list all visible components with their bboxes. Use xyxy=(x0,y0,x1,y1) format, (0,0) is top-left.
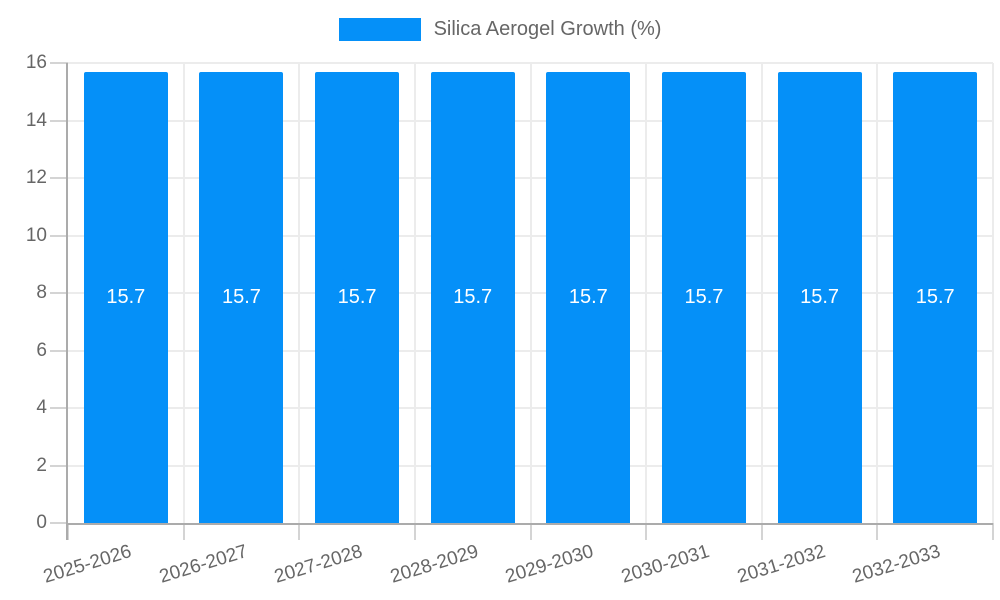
bar[interactable]: 15.7 xyxy=(777,71,862,523)
x-axis-tick xyxy=(760,523,763,540)
y-axis-line xyxy=(66,63,68,540)
bar[interactable]: 15.7 xyxy=(83,71,168,523)
bar[interactable]: 15.7 xyxy=(893,71,978,523)
bar[interactable]: 15.7 xyxy=(546,71,631,523)
bar-value-label: 15.7 xyxy=(800,285,840,308)
gridline-vertical xyxy=(876,63,879,523)
legend-label: Silica Aerogel Growth (%) xyxy=(433,18,662,40)
y-axis-tick xyxy=(50,292,68,294)
bar[interactable]: 15.7 xyxy=(315,71,400,523)
x-axis-tick xyxy=(876,523,879,540)
y-axis-tick xyxy=(50,349,68,352)
gridline-vertical xyxy=(760,63,763,523)
y-axis-tick xyxy=(50,522,68,524)
gridline-vertical xyxy=(992,63,994,523)
x-axis-tick xyxy=(182,523,185,540)
gridline-vertical xyxy=(529,63,532,523)
x-axis-label: 2025-2026 xyxy=(40,541,134,588)
y-axis-label: 16 xyxy=(25,52,47,73)
x-axis-label: 2029-2030 xyxy=(503,541,597,588)
legend-item[interactable]: Silica Aerogel Growth (%) xyxy=(0,18,1000,41)
y-axis-tick xyxy=(50,407,68,409)
x-axis-tick xyxy=(413,523,416,540)
x-axis-line xyxy=(66,523,993,525)
y-axis-tick xyxy=(50,119,68,122)
x-axis-label: 2028-2029 xyxy=(387,541,481,588)
bar[interactable]: 15.7 xyxy=(430,71,515,523)
y-axis-label: 4 xyxy=(36,397,47,418)
y-axis-label: 2 xyxy=(36,454,47,476)
x-axis-label: 2027-2028 xyxy=(272,541,366,588)
x-axis-label: 2026-2027 xyxy=(156,541,250,588)
gridline-vertical xyxy=(645,63,648,523)
gridline-vertical xyxy=(298,63,301,523)
y-axis-tick xyxy=(50,464,68,467)
bar[interactable]: 15.7 xyxy=(661,71,746,523)
y-axis-label: 8 xyxy=(36,282,47,303)
bar-value-label: 15.7 xyxy=(453,285,493,308)
legend-swatch xyxy=(338,18,421,41)
y-axis-label: 14 xyxy=(25,109,47,131)
bar-value-label: 15.7 xyxy=(106,285,146,308)
bar-value-label: 15.7 xyxy=(568,285,608,308)
bar-value-label: 15.7 xyxy=(221,285,261,308)
gridline-vertical xyxy=(182,63,185,523)
x-axis-tick xyxy=(529,523,532,540)
x-axis-tick xyxy=(67,523,69,540)
x-axis-tick xyxy=(298,523,301,540)
x-axis-label: 2032-2033 xyxy=(850,541,944,588)
bar[interactable]: 15.7 xyxy=(199,71,284,523)
y-axis-tick xyxy=(50,62,68,64)
bar-value-label: 15.7 xyxy=(684,285,724,308)
bar-value-label: 15.7 xyxy=(915,285,955,308)
y-axis-label: 0 xyxy=(36,512,47,533)
y-axis-label: 12 xyxy=(25,167,47,188)
x-axis-tick xyxy=(992,523,994,540)
bar-value-label: 15.7 xyxy=(337,285,377,308)
x-axis-label: 2030-2031 xyxy=(619,541,713,588)
gridline-vertical xyxy=(413,63,416,523)
y-axis-label: 10 xyxy=(25,224,47,246)
y-axis-label: 6 xyxy=(36,339,47,361)
x-axis-label: 2031-2032 xyxy=(734,541,828,588)
y-axis-tick xyxy=(50,234,68,237)
y-axis-tick xyxy=(50,177,68,179)
x-axis-tick xyxy=(645,523,648,540)
